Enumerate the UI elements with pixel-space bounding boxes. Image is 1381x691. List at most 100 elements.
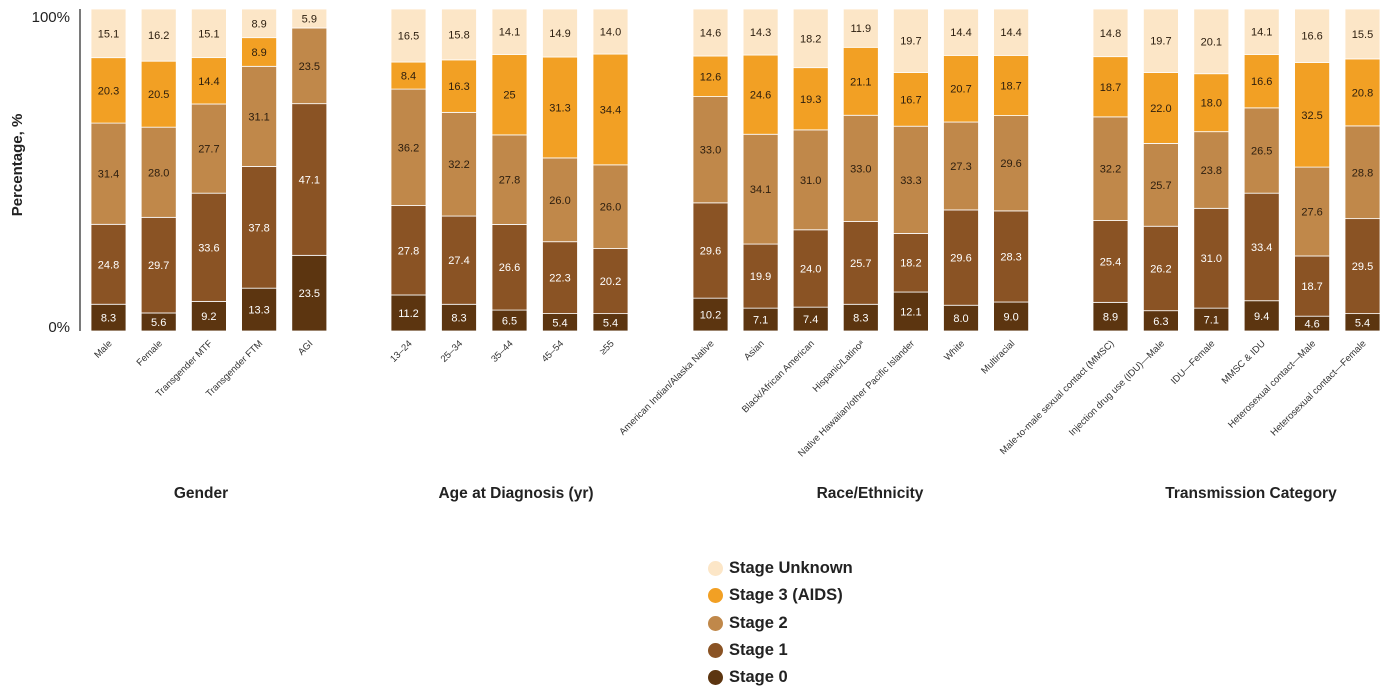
bar-value-label: 34.4 (600, 104, 621, 116)
bar-value-label: 22.3 (549, 273, 570, 285)
bar-value-label: 19.9 (750, 271, 771, 283)
category-label: Heterosexual contact—Male (1226, 338, 1318, 430)
bar-value-label: 8.9 (251, 47, 266, 59)
bar-segment (1092, 8, 1129, 58)
bar-value-label: 14.3 (750, 27, 771, 39)
group-title: Race/Ethnicity (817, 485, 924, 502)
bar-segment (291, 27, 328, 105)
category-label: Heterosexual contact—Female (1269, 338, 1369, 438)
bar-segment (893, 8, 929, 73)
legend-item: Stage 2 (708, 610, 853, 637)
bar-segment (1193, 8, 1230, 75)
legend-item: Stage 3 (AIDS) (708, 582, 853, 609)
bar-segment (441, 59, 477, 113)
bar-value-label: 16.7 (900, 94, 921, 106)
bar-segment (241, 287, 278, 332)
bar-value-label: 29.7 (148, 260, 169, 272)
bar-value-label: 16.3 (448, 81, 469, 93)
bar-value-label: 20.3 (98, 85, 119, 97)
bar-segment (742, 133, 779, 245)
bar-segment (1092, 116, 1129, 221)
bar-value-label: 31.1 (248, 111, 269, 123)
bar-segment (1092, 56, 1129, 118)
bar-value-label: 37.8 (248, 222, 269, 234)
bar-value-label: 19.7 (900, 36, 921, 48)
category-label: Female (135, 338, 165, 368)
bar-value-label: 25.4 (1100, 256, 1121, 268)
bar-value-label: 14.6 (700, 28, 721, 40)
bar-segment (993, 210, 1029, 303)
category-label: 35–44 (489, 338, 515, 364)
bar-segment (893, 291, 929, 332)
bar-value-label: 31.4 (98, 169, 119, 181)
legend: Stage Unknown Stage 3 (AIDS) Stage 2 Stage … (708, 555, 853, 691)
bar-segment (1294, 166, 1330, 257)
bar-segment (1243, 54, 1280, 109)
bar-value-label: 18.2 (800, 33, 821, 45)
y-tick-label-top: 100% (32, 9, 70, 26)
bar-segment (592, 53, 629, 166)
bar-value-label: 10.2 (700, 310, 721, 322)
bar-value-label: 47.1 (299, 174, 320, 186)
bar-segment (842, 303, 879, 332)
bar-segment (140, 126, 177, 218)
category-label: Native Hawaiian/other Pacific Islander (796, 338, 917, 459)
legend-swatch (708, 643, 723, 659)
bar-segment (441, 215, 477, 305)
bar-segment (742, 243, 779, 309)
bar-value-label: 5.4 (1355, 317, 1370, 329)
legend-swatch (708, 588, 723, 604)
bar-segment (542, 241, 578, 314)
bar-segment (291, 254, 328, 332)
bar-value-label: 33.0 (700, 145, 721, 157)
bar-value-label: 26.6 (499, 262, 520, 274)
bar-segment (993, 54, 1029, 116)
bar-value-label: 25.7 (1150, 180, 1171, 192)
bar-segment (692, 96, 729, 204)
bar-segment (1344, 8, 1381, 60)
bar-segment (291, 103, 328, 256)
bar-value-label: 5.4 (603, 317, 618, 329)
bar-segment (1143, 143, 1179, 227)
bar-segment (291, 8, 328, 29)
bar-segment (90, 57, 127, 124)
bar-segment (1243, 192, 1280, 302)
bar-segment (943, 121, 979, 211)
bar-segment (943, 54, 979, 123)
bar-segment (692, 297, 729, 332)
bar-value-label: 28.3 (1000, 251, 1021, 263)
bar-segment (90, 303, 127, 332)
bar-segment (1243, 300, 1280, 332)
legend-label: Stage 3 (AIDS) (729, 586, 843, 605)
bar-segment (1193, 131, 1230, 209)
bar-segment (1143, 8, 1179, 73)
y-tick-label-bottom: 0% (48, 319, 70, 336)
bar-segment (1344, 125, 1381, 220)
legend-label: Stage 0 (729, 668, 788, 687)
bar-value-label: 7.1 (1204, 315, 1219, 327)
category-label: 13–24 (388, 338, 414, 364)
bar-segment (692, 8, 729, 57)
bar-value-label: 29.6 (700, 246, 721, 258)
bar-value-label: 20.8 (1352, 87, 1373, 99)
bar-segment (1193, 207, 1230, 309)
bar-value-label: 14.1 (1251, 27, 1272, 39)
bar-value-label: 25 (503, 90, 515, 102)
bar-segment (190, 192, 227, 302)
bar-value-label: 8.3 (451, 313, 466, 325)
bar-value-label: 6.5 (502, 316, 517, 328)
bar-value-label: 18.7 (1000, 80, 1021, 92)
bar-value-label: 25.7 (850, 258, 871, 270)
bar-segment (893, 72, 929, 127)
bar-value-label: 18.0 (1201, 98, 1222, 110)
bar-value-label: 28.0 (148, 167, 169, 179)
bar-value-label: 24.8 (98, 259, 119, 271)
bar-value-label: 16.5 (398, 31, 419, 43)
bar-value-label: 18.7 (1301, 281, 1322, 293)
group-title: Gender (174, 485, 228, 502)
bar-segment (1092, 220, 1129, 303)
bar-segment (390, 8, 427, 63)
legend-item: Stage 1 (708, 637, 853, 664)
bar-value-label: 20.1 (1201, 36, 1222, 48)
bar-value-label: 34.1 (750, 184, 771, 196)
